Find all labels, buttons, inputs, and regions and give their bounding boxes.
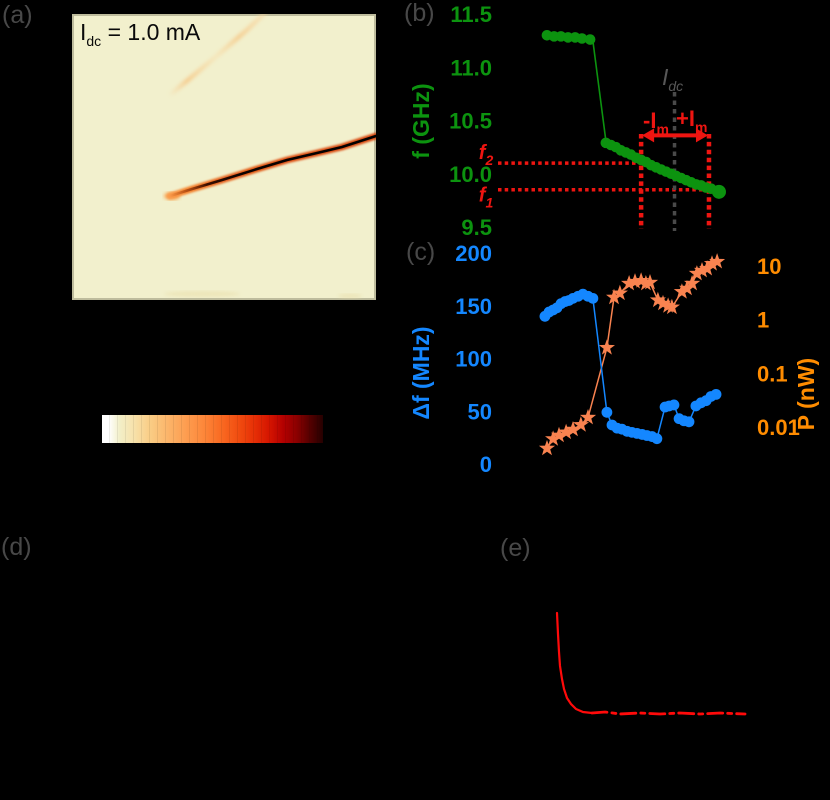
power-data-star	[564, 421, 582, 437]
linewidth-data-point	[651, 433, 663, 445]
c-left-ytick-label: 100	[455, 347, 492, 372]
b-ytick-label: 10.5	[449, 109, 492, 134]
power-data-star	[621, 275, 638, 291]
c-left-ylabel: Δf (MHz)	[408, 326, 434, 419]
linewidth-data-point	[668, 399, 680, 411]
frequency-data-point	[576, 33, 588, 44]
heatmap-smudge	[164, 291, 240, 297]
power-data-star	[611, 284, 628, 301]
idc-label: Idc	[662, 64, 683, 94]
power-data-star	[550, 426, 567, 443]
power-data-star	[558, 423, 575, 440]
power-data-star	[688, 265, 705, 281]
linewidth-data-point	[601, 406, 613, 418]
linewidth-data-point	[710, 388, 722, 400]
heatmap-faint-branch	[168, 14, 268, 97]
panel-c-plot: 200 150 100 50 0 10 1 0.1 0.01 Δf (MHz) P (nW)	[408, 241, 819, 477]
power-data-star	[633, 272, 650, 288]
b-ylabel: f (GHz)	[408, 83, 434, 158]
b-ytick-label: 11.0	[450, 55, 492, 80]
panel-d-label: (d)	[1, 533, 32, 561]
power-data-star	[678, 280, 696, 296]
panel-a-label: (a)	[2, 1, 33, 29]
b-ytick-label: 11.5	[450, 2, 492, 27]
b-ytick-label: 10.0	[449, 162, 492, 187]
power-data-star	[673, 283, 690, 299]
linewidth-data-point	[587, 292, 599, 304]
panel-e-label: (e)	[500, 534, 531, 562]
frequency-endpoint-big	[711, 184, 726, 199]
heatmap-main-branch-core	[168, 134, 376, 198]
heatmap-smudge	[338, 293, 362, 299]
power-data-star	[649, 291, 666, 308]
colorbar-steps	[102, 415, 323, 443]
panel-b-label: (b)	[404, 0, 435, 27]
f1-label: f1	[479, 185, 494, 211]
b-ytick-label: 9.5	[461, 215, 492, 240]
frequency-data-point	[584, 34, 596, 45]
power-data-star	[684, 275, 701, 291]
power-data-star	[580, 409, 597, 425]
arrowhead-left	[642, 128, 655, 143]
heatmap-svg	[164, 14, 376, 299]
panel-e-plot	[555, 611, 747, 716]
c-left-ytick-label: 0	[480, 452, 492, 477]
c-right-ytick-label: 10	[757, 254, 781, 279]
c-left-ytick-label: 200	[455, 241, 492, 266]
power-data-star	[606, 288, 623, 305]
colorbar	[102, 415, 323, 443]
annotation-value: = 1.0 mA	[101, 19, 201, 45]
power-data-star	[663, 298, 680, 315]
linewidth-data-point	[683, 416, 695, 428]
power-data-star	[626, 273, 643, 289]
c-right-ylabel: P (nW)	[793, 358, 819, 430]
power-data-star	[693, 262, 711, 278]
c-right-ytick-label: 0.1	[757, 361, 788, 386]
branch-connector-line	[592, 42, 607, 141]
c-right-ytick-label: 1	[757, 308, 769, 333]
power-data-star	[703, 255, 720, 271]
annotation-symbol: I	[80, 19, 87, 45]
decay-curve-flat	[590, 710, 747, 716]
c-right-ytick-label: 0.01	[757, 415, 800, 440]
power-data-star	[538, 439, 556, 456]
power-data-star	[699, 260, 716, 276]
power-data-star	[545, 430, 562, 446]
arrowhead-right	[695, 128, 708, 143]
annotation-subscript: dc	[86, 33, 102, 49]
power-data-star	[654, 294, 672, 311]
c-left-ytick-label: 50	[468, 399, 492, 424]
power-data-star	[598, 339, 615, 355]
power-data-star	[709, 253, 726, 269]
c-left-ytick-label: 150	[455, 294, 492, 319]
power-data-star	[641, 274, 659, 290]
decay-curve-steep	[555, 611, 594, 715]
panel-c-label: (c)	[406, 238, 436, 266]
plus-im-label: +Im	[676, 106, 707, 135]
heatmap-panel-a: Idc = 1.0 mA	[72, 14, 376, 300]
minus-im-label: -Im	[643, 108, 669, 137]
heatmap-annotation: Idc = 1.0 mA	[80, 19, 200, 49]
power-data-star	[572, 416, 589, 432]
